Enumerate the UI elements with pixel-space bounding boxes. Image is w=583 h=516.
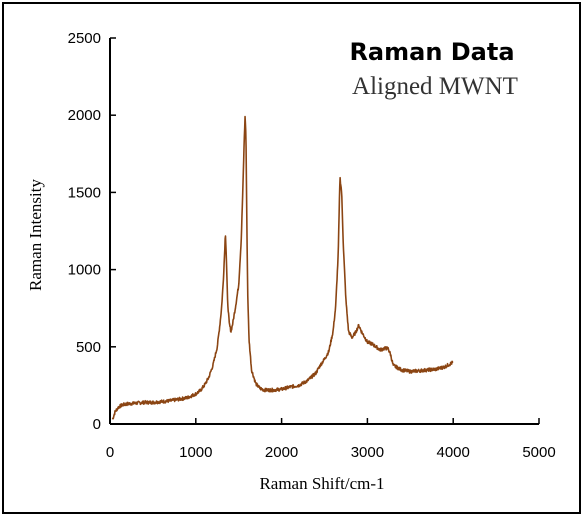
y-tick-label: 0 [93,416,101,433]
y-tick-label: 1500 [68,184,101,201]
series-line [111,115,454,420]
y-tick-label: 1000 [68,262,101,279]
y-tick-label: 2500 [68,30,101,47]
chart-title: Raman Data [349,38,514,66]
x-axis-title: Raman Shift/cm-1 [259,474,384,493]
tick-labels: 0 1000 2000 3000 4000 5000 0 500 1000 1500 2000 250… [68,30,556,461]
x-tick-label: 4000 [437,444,470,461]
x-tick-label: 2000 [265,444,298,461]
y-tick-label: 2000 [68,107,101,124]
y-tick-label: 500 [76,339,101,356]
x-tick-label: 5000 [522,444,555,461]
axes [109,37,540,425]
x-tick-label: 1000 [179,444,212,461]
x-tick-label: 3000 [351,444,384,461]
chart-subtitle: Aligned MWNT [352,73,518,100]
y-axis-title: Raman Intensity [26,179,45,291]
x-tick-label: 0 [106,444,114,461]
